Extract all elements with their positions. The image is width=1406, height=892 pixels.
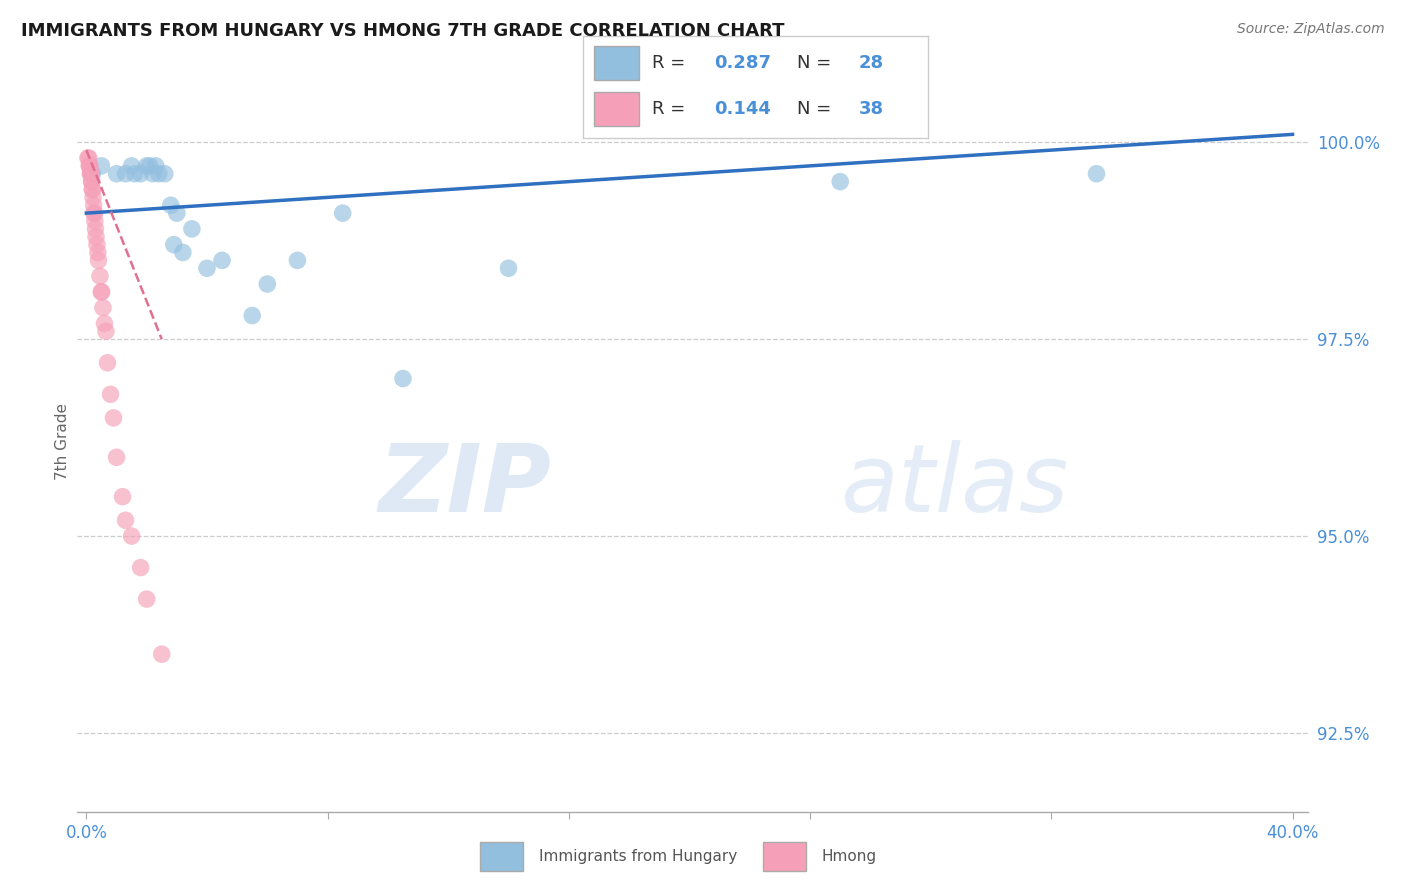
Point [79, 159, 101, 173]
Point [287, 253, 309, 268]
Point [830, 175, 852, 189]
Text: N =: N = [797, 54, 837, 72]
Point [82, 167, 104, 181]
Point [90, 285, 112, 299]
Point [93, 317, 115, 331]
Point [114, 167, 136, 181]
Point [79, 167, 101, 181]
Text: Hmong: Hmong [823, 849, 877, 863]
Point [105, 450, 128, 465]
Point [172, 245, 194, 260]
Point [159, 198, 181, 212]
Point [124, 167, 146, 181]
Point [83, 198, 105, 212]
Text: IMMIGRANTS FROM HUNGARY VS HMONG 7TH GRADE CORRELATION CHART: IMMIGRANTS FROM HUNGARY VS HMONG 7TH GRA… [21, 22, 785, 40]
Point [332, 206, 354, 220]
Point [96, 356, 118, 370]
Text: Immigrants from Hungary: Immigrants from Hungary [538, 849, 737, 863]
Point [87, 253, 110, 268]
Point [135, 159, 157, 173]
Point [153, 167, 176, 181]
Point [87, 245, 110, 260]
Point [80, 175, 103, 189]
Text: 0.287: 0.287 [714, 54, 772, 72]
Point [89, 269, 111, 284]
Point [79, 159, 101, 173]
Point [142, 167, 165, 181]
Point [498, 261, 520, 276]
FancyBboxPatch shape [479, 842, 523, 871]
Text: Source: ZipAtlas.com: Source: ZipAtlas.com [1237, 22, 1385, 37]
Text: 38: 38 [859, 100, 884, 118]
Point [256, 277, 278, 291]
Point [86, 237, 108, 252]
Point [91, 301, 114, 315]
Point [90, 285, 112, 299]
Point [114, 513, 136, 527]
Text: R =: R = [652, 54, 692, 72]
Point [150, 647, 173, 661]
Point [135, 592, 157, 607]
Text: 28: 28 [859, 54, 884, 72]
Point [77, 151, 100, 165]
Point [82, 182, 104, 196]
Point [105, 167, 128, 181]
Point [121, 159, 143, 173]
Text: ZIP: ZIP [378, 440, 551, 532]
Point [163, 237, 186, 252]
Point [103, 411, 125, 425]
Point [83, 206, 105, 220]
Y-axis label: 7th Grade: 7th Grade [55, 403, 70, 480]
FancyBboxPatch shape [593, 92, 638, 126]
Point [79, 159, 101, 173]
Point [111, 490, 134, 504]
Point [240, 309, 263, 323]
Point [80, 167, 103, 181]
Point [100, 387, 122, 401]
Point [129, 167, 152, 181]
Point [121, 529, 143, 543]
Point [82, 190, 104, 204]
Text: 0.144: 0.144 [714, 100, 772, 118]
Point [83, 214, 105, 228]
Point [90, 159, 112, 173]
Point [80, 167, 103, 181]
Point [129, 560, 152, 574]
Point [392, 371, 415, 385]
Text: atlas: atlas [841, 441, 1069, 532]
Point [80, 175, 103, 189]
Point [84, 222, 107, 236]
Point [195, 261, 218, 276]
Point [166, 206, 188, 220]
Point [84, 229, 107, 244]
FancyBboxPatch shape [593, 46, 638, 79]
Point [83, 206, 105, 220]
Point [145, 159, 167, 173]
FancyBboxPatch shape [763, 842, 806, 871]
Text: R =: R = [652, 100, 692, 118]
Point [138, 159, 160, 173]
Point [211, 253, 233, 268]
Text: N =: N = [797, 100, 837, 118]
Point [82, 182, 104, 196]
Point [180, 222, 202, 236]
Point [148, 167, 170, 181]
Point [1085, 167, 1108, 181]
Point [94, 324, 117, 338]
Point [77, 151, 100, 165]
